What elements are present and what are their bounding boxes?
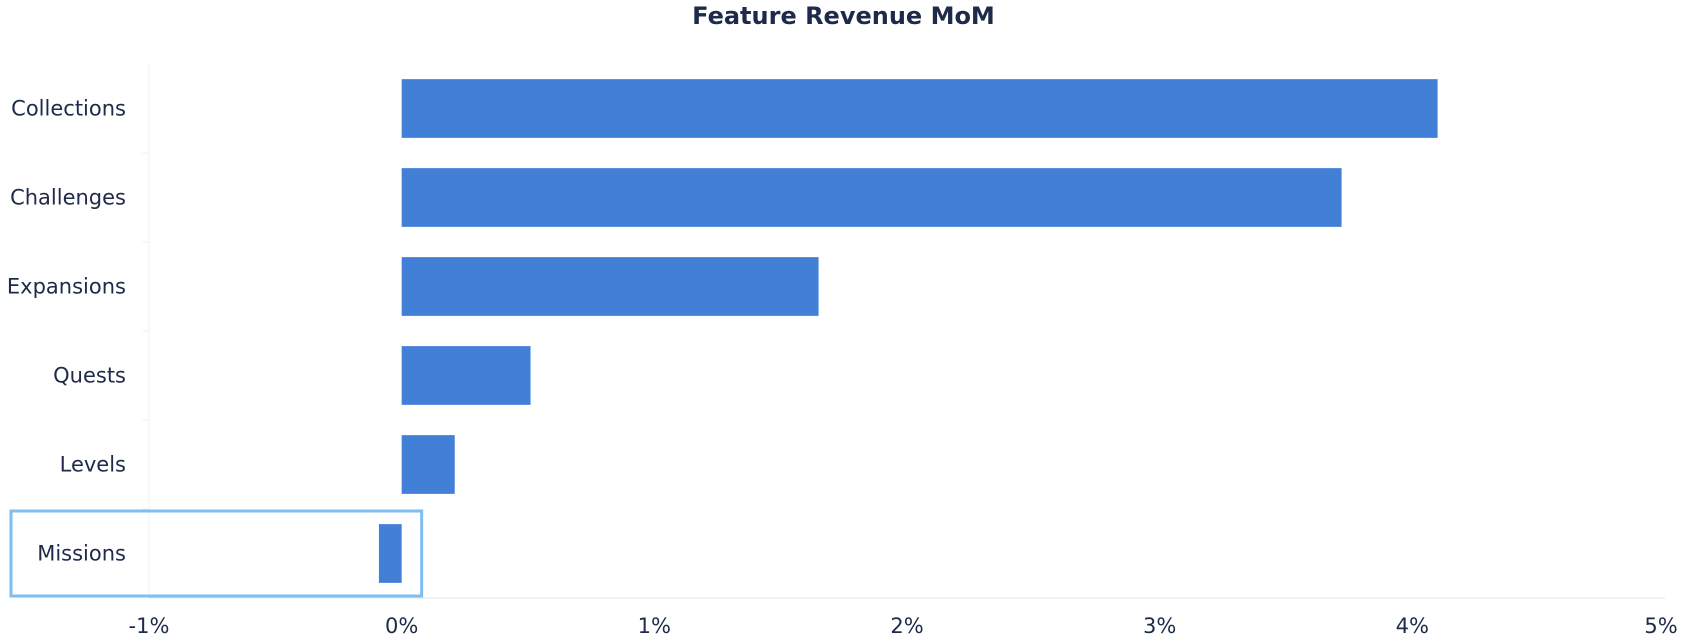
category-label-expansions: Expansions <box>7 275 126 299</box>
category-label-challenges: Challenges <box>10 186 126 210</box>
x-tick-label: 3% <box>1143 614 1176 638</box>
x-tick-label: 5% <box>1644 614 1677 638</box>
category-label-quests: Quests <box>53 364 126 388</box>
category-label-missions: Missions <box>37 542 126 566</box>
x-tick-label: 1% <box>638 614 671 638</box>
x-tick-label: -1% <box>129 614 170 638</box>
bar-collections[interactable] <box>401 79 1438 138</box>
bar-challenges[interactable] <box>401 168 1342 227</box>
x-tick-label: 2% <box>890 614 923 638</box>
x-tick-label: 4% <box>1396 614 1429 638</box>
bar-expansions[interactable] <box>401 257 819 316</box>
x-tick-label: 0% <box>385 614 418 638</box>
bar-levels[interactable] <box>401 435 455 494</box>
category-label-collections: Collections <box>11 97 126 121</box>
bar-quests[interactable] <box>401 346 531 405</box>
bar-missions[interactable] <box>378 524 402 583</box>
highlight-box-missions <box>9 509 424 598</box>
chart-title: Feature Revenue MoM <box>692 2 995 30</box>
category-label-levels: Levels <box>60 453 126 477</box>
